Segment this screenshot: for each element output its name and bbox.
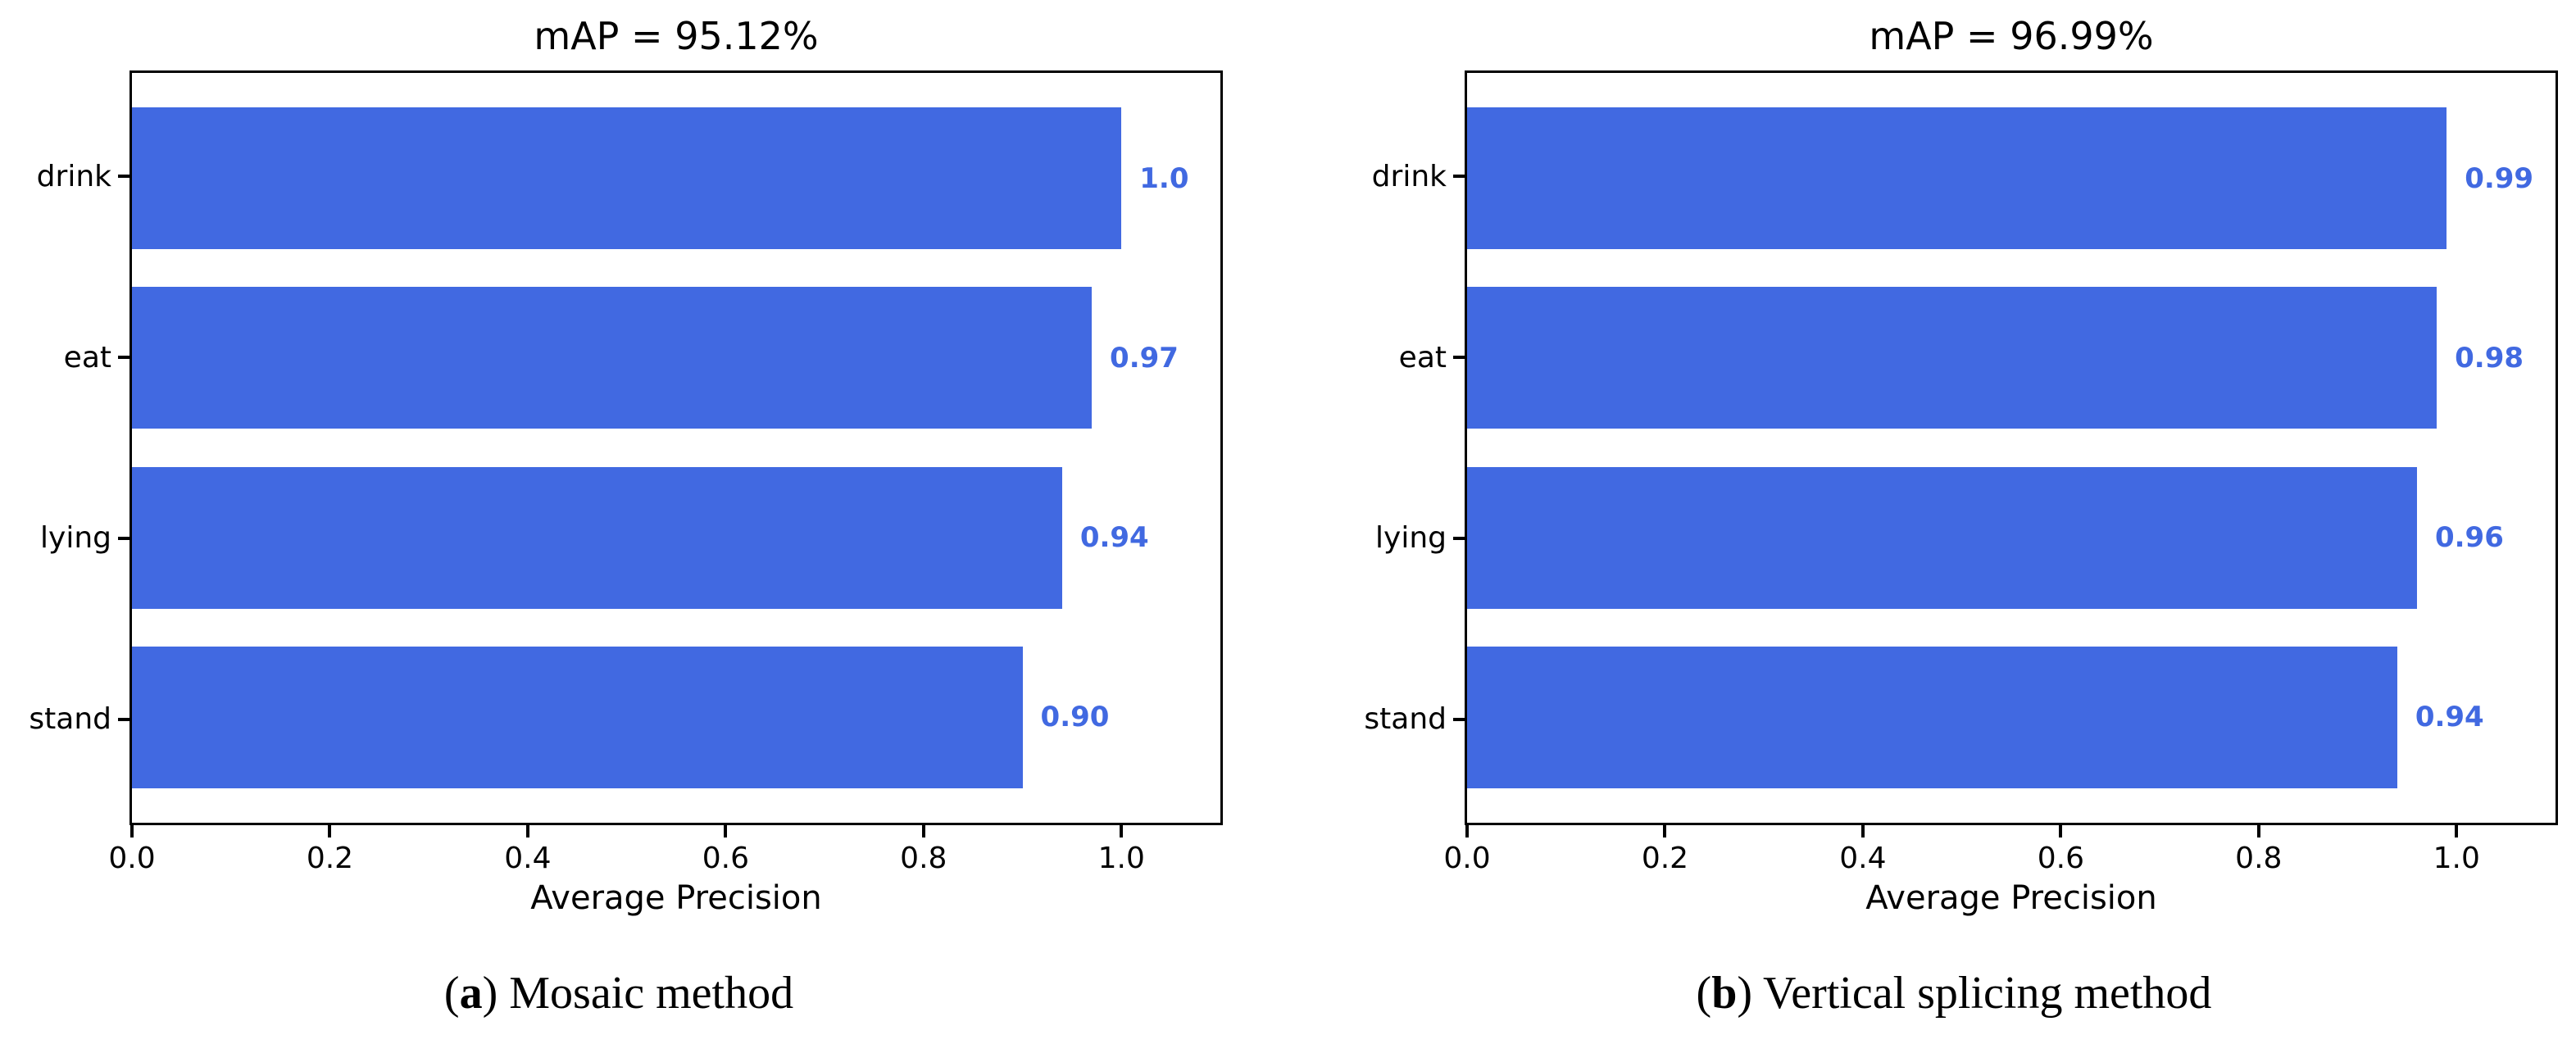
bars-container: 1.0 0.97 0.94 0.90	[132, 73, 1220, 823]
y-tick-mark	[118, 356, 129, 360]
y-tick-label-eat: eat	[63, 340, 111, 374]
chart-title: mAP = 95.12%	[534, 14, 819, 58]
x-tick-label-0.4: 0.4	[504, 842, 552, 875]
bar-row-eat: 0.97	[132, 268, 1220, 447]
x-tick-label-0.8: 0.8	[900, 842, 947, 875]
y-tick-mark	[1453, 717, 1465, 721]
caption-paren: )	[1737, 968, 1753, 1019]
x-tick-label-1.0: 1.0	[1097, 842, 1145, 875]
caption-paren: )	[482, 968, 498, 1019]
y-tick-label-drink: drink	[1371, 159, 1447, 193]
y-category-drink: drink	[1335, 86, 1465, 267]
x-axis-title: Average Precision	[530, 879, 822, 917]
x-tick-mark	[2256, 825, 2260, 837]
y-category-drink: drink	[0, 86, 129, 267]
subfigure-caption: (a) Mosaic method	[0, 967, 1238, 1019]
x-tick-mark	[1663, 825, 1667, 837]
bar-row-stand: 0.94	[1467, 628, 2556, 807]
bar-value-label-lying: 0.94	[1079, 521, 1149, 555]
bar-stand	[132, 646, 1023, 788]
x-tick-label-0.8: 0.8	[2235, 842, 2283, 875]
x-tick-mark	[328, 825, 332, 837]
bar-value-label-stand: 0.90	[1040, 701, 1110, 734]
bar-value-label-eat: 0.97	[1110, 341, 1179, 374]
x-axis-ticks	[1465, 825, 2556, 837]
x-tick-label-0.4: 0.4	[1839, 842, 1887, 875]
x-tick-label-0.2: 0.2	[306, 842, 354, 875]
y-axis-labels: drink eat lying stand	[0, 70, 129, 825]
bar-value-label-lying: 0.96	[2434, 521, 2504, 555]
bar-stand	[1467, 646, 2397, 788]
bars-container: 0.99 0.98 0.96 0.94	[1467, 73, 2556, 823]
y-tick-label-drink: drink	[36, 159, 111, 193]
x-tick-mark	[130, 825, 134, 837]
y-tick-mark	[118, 175, 129, 179]
caption-paren: (	[443, 968, 460, 1019]
y-tick-mark	[1453, 175, 1465, 179]
caption-text: Vertical splicing method	[1752, 968, 2212, 1019]
plot-area: 1.0 0.97 0.94 0.90	[129, 70, 1223, 825]
y-tick-label-stand: stand	[1364, 702, 1447, 737]
subfigure-a: mAP = 95.12% 1.0 0.97 0.94 0.90 drink eat lyi…	[0, 0, 1223, 1044]
caption-letter: a	[459, 968, 483, 1019]
y-category-stand: stand	[1335, 629, 1465, 810]
y-tick-mark	[1453, 536, 1465, 540]
x-tick-label-0.0: 0.0	[1443, 842, 1491, 875]
x-axis-title: Average Precision	[1865, 879, 2157, 917]
bar-row-drink: 1.0	[132, 89, 1220, 268]
x-tick-mark	[1465, 825, 1469, 837]
x-tick-mark	[1860, 825, 1865, 837]
y-tick-label-lying: lying	[40, 521, 111, 556]
bar-row-lying: 0.96	[1467, 448, 2556, 628]
subfigure-caption: (b) Vertical splicing method	[1335, 967, 2573, 1019]
x-axis-ticks	[130, 825, 1220, 837]
bar-lying	[132, 466, 1062, 609]
bar-row-eat: 0.98	[1467, 268, 2556, 447]
caption-letter: b	[1711, 968, 1738, 1019]
x-axis-tick-labels: 0.0 0.2 0.4 0.6 0.8 1.0	[108, 841, 1220, 877]
x-tick-mark	[1120, 825, 1124, 837]
x-tick-label-0.2: 0.2	[1641, 842, 1689, 875]
x-tick-mark	[2059, 825, 2063, 837]
caption-text: Mosaic method	[497, 968, 794, 1019]
bar-drink	[1467, 107, 2447, 250]
y-axis-labels: drink eat lying stand	[1335, 70, 1465, 825]
x-tick-label-0.0: 0.0	[108, 842, 156, 875]
y-category-stand: stand	[0, 629, 129, 810]
x-tick-mark	[2455, 825, 2459, 837]
bar-lying	[1467, 466, 2417, 609]
y-tick-label-eat: eat	[1398, 340, 1447, 374]
x-tick-label-0.6: 0.6	[2037, 842, 2084, 875]
x-axis-tick-labels: 0.0 0.2 0.4 0.6 0.8 1.0	[1443, 841, 2556, 877]
caption-paren: (	[1696, 968, 1712, 1019]
x-tick-mark	[724, 825, 728, 837]
y-tick-mark	[118, 717, 129, 721]
y-tick-mark	[118, 536, 129, 540]
bar-value-label-drink: 1.0	[1139, 161, 1189, 195]
y-tick-mark	[1453, 356, 1465, 360]
bar-value-label-stand: 0.94	[2415, 701, 2484, 734]
bar-value-label-drink: 0.99	[2465, 161, 2534, 195]
chart-title: mAP = 96.99%	[1869, 14, 2154, 58]
y-category-eat: eat	[1335, 267, 1465, 448]
y-tick-label-lying: lying	[1375, 521, 1447, 556]
y-category-lying: lying	[0, 448, 129, 629]
plot-area: 0.99 0.98 0.96 0.94	[1465, 70, 2558, 825]
y-category-lying: lying	[1335, 448, 1465, 629]
x-tick-label-1.0: 1.0	[2433, 842, 2480, 875]
bar-eat	[1467, 287, 2437, 429]
y-tick-label-stand: stand	[29, 702, 111, 737]
bar-eat	[132, 287, 1093, 429]
bar-value-label-eat: 0.98	[2455, 341, 2524, 374]
x-tick-mark	[525, 825, 529, 837]
bar-row-drink: 0.99	[1467, 89, 2556, 268]
x-tick-label-0.6: 0.6	[702, 842, 749, 875]
subfigure-b: mAP = 96.99% 0.99 0.98 0.96 0.94 drink eat ly…	[1335, 0, 2558, 1044]
bar-row-lying: 0.94	[132, 448, 1220, 628]
x-tick-mark	[921, 825, 925, 837]
y-category-eat: eat	[0, 267, 129, 448]
bar-drink	[132, 107, 1122, 250]
bar-row-stand: 0.90	[132, 628, 1220, 807]
